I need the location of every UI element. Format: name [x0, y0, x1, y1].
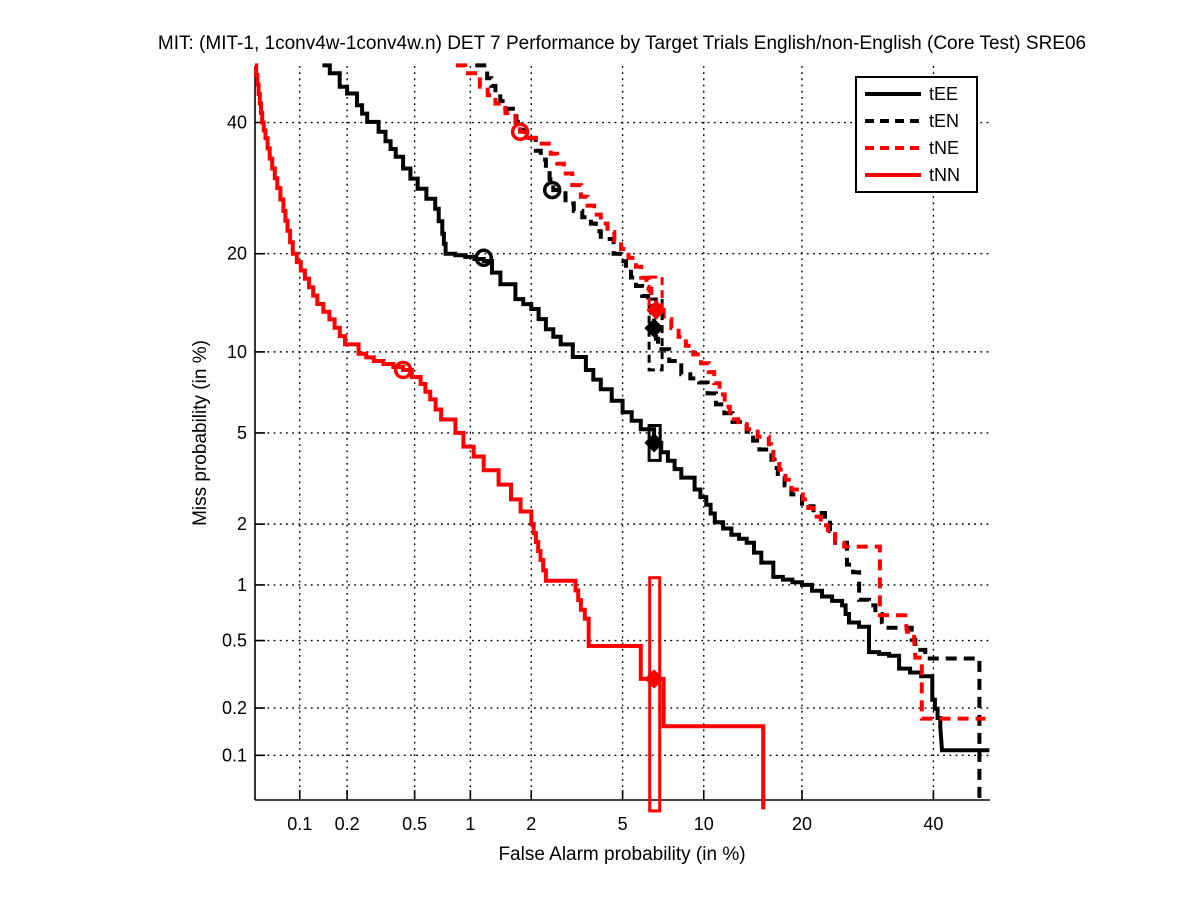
y-tick-label: 10: [227, 342, 247, 362]
x-tick-label: 20: [792, 814, 812, 834]
x-tick-label: 40: [923, 814, 943, 834]
legend: tEE tEN tNE tNN: [855, 76, 978, 193]
legend-line-sample-tNN: [865, 173, 921, 178]
x-tick-label: 0.2: [335, 814, 360, 834]
y-tick-label: 5: [237, 423, 247, 443]
x-tick-label: 0.5: [402, 814, 427, 834]
min-dcf-circle-tNE: [510, 122, 530, 142]
legend-item-tNN: tNN: [864, 164, 972, 186]
dcf-confidence-box-tNN: [648, 576, 662, 813]
x-tick-label: 5: [618, 814, 628, 834]
legend-label-tEN: tEN: [929, 110, 960, 131]
legend-line-sample-tEE: [865, 91, 921, 96]
legend-label-tEE: tEE: [929, 83, 959, 104]
y-tick-label: 0.5: [222, 631, 247, 651]
dcf-confidence-box-tEN: [647, 297, 664, 372]
x-tick-label: 10: [694, 814, 714, 834]
x-tick-label: 2: [526, 814, 536, 834]
act-dcf-diamond-tEE: [644, 433, 664, 453]
act-dcf-diamond-tNE: [646, 300, 666, 320]
min-dcf-circle-tEE: [474, 248, 493, 268]
x-tick-label: 1: [465, 814, 475, 834]
min-dcf-circle-tEN: [542, 180, 562, 200]
legend-label-tNN: tNN: [929, 165, 960, 186]
y-tick-label: 1: [237, 575, 247, 595]
det-curve-tEN: [475, 63, 982, 800]
det-curve-tNE: [455, 63, 986, 721]
act-dcf-diamond-tNN: [644, 669, 664, 689]
legend-item-tEN: tEN: [864, 110, 972, 132]
x-axis-label: False Alarm probability (in %): [498, 844, 746, 865]
y-tick-label: 0.2: [222, 698, 247, 718]
legend-line-sample-tEN: [865, 118, 921, 123]
legend-label-tNE: tNE: [929, 138, 960, 159]
legend-line-sample-tNE: [865, 146, 921, 151]
x-tick-label: 0.1: [287, 814, 312, 834]
y-axis-label: Miss probability (in %): [190, 340, 211, 526]
legend-item-tEE: tEE: [864, 83, 972, 105]
y-tick-label: 20: [227, 244, 247, 264]
legend-item-tNE: tNE: [864, 137, 972, 159]
det-curve-tNN: [254, 63, 766, 810]
act-dcf-diamond-tEN: [644, 318, 664, 338]
det-curve-tEE: [322, 63, 990, 753]
y-tick-label: 40: [227, 113, 247, 133]
min-dcf-circle-tNN: [393, 360, 413, 380]
y-tick-label: 2: [237, 514, 247, 534]
chart-title: MIT: (MIT-1, 1conv4w-1conv4w.n) DET 7 Pe…: [157, 33, 1087, 54]
y-tick-label: 0.1: [222, 745, 247, 765]
